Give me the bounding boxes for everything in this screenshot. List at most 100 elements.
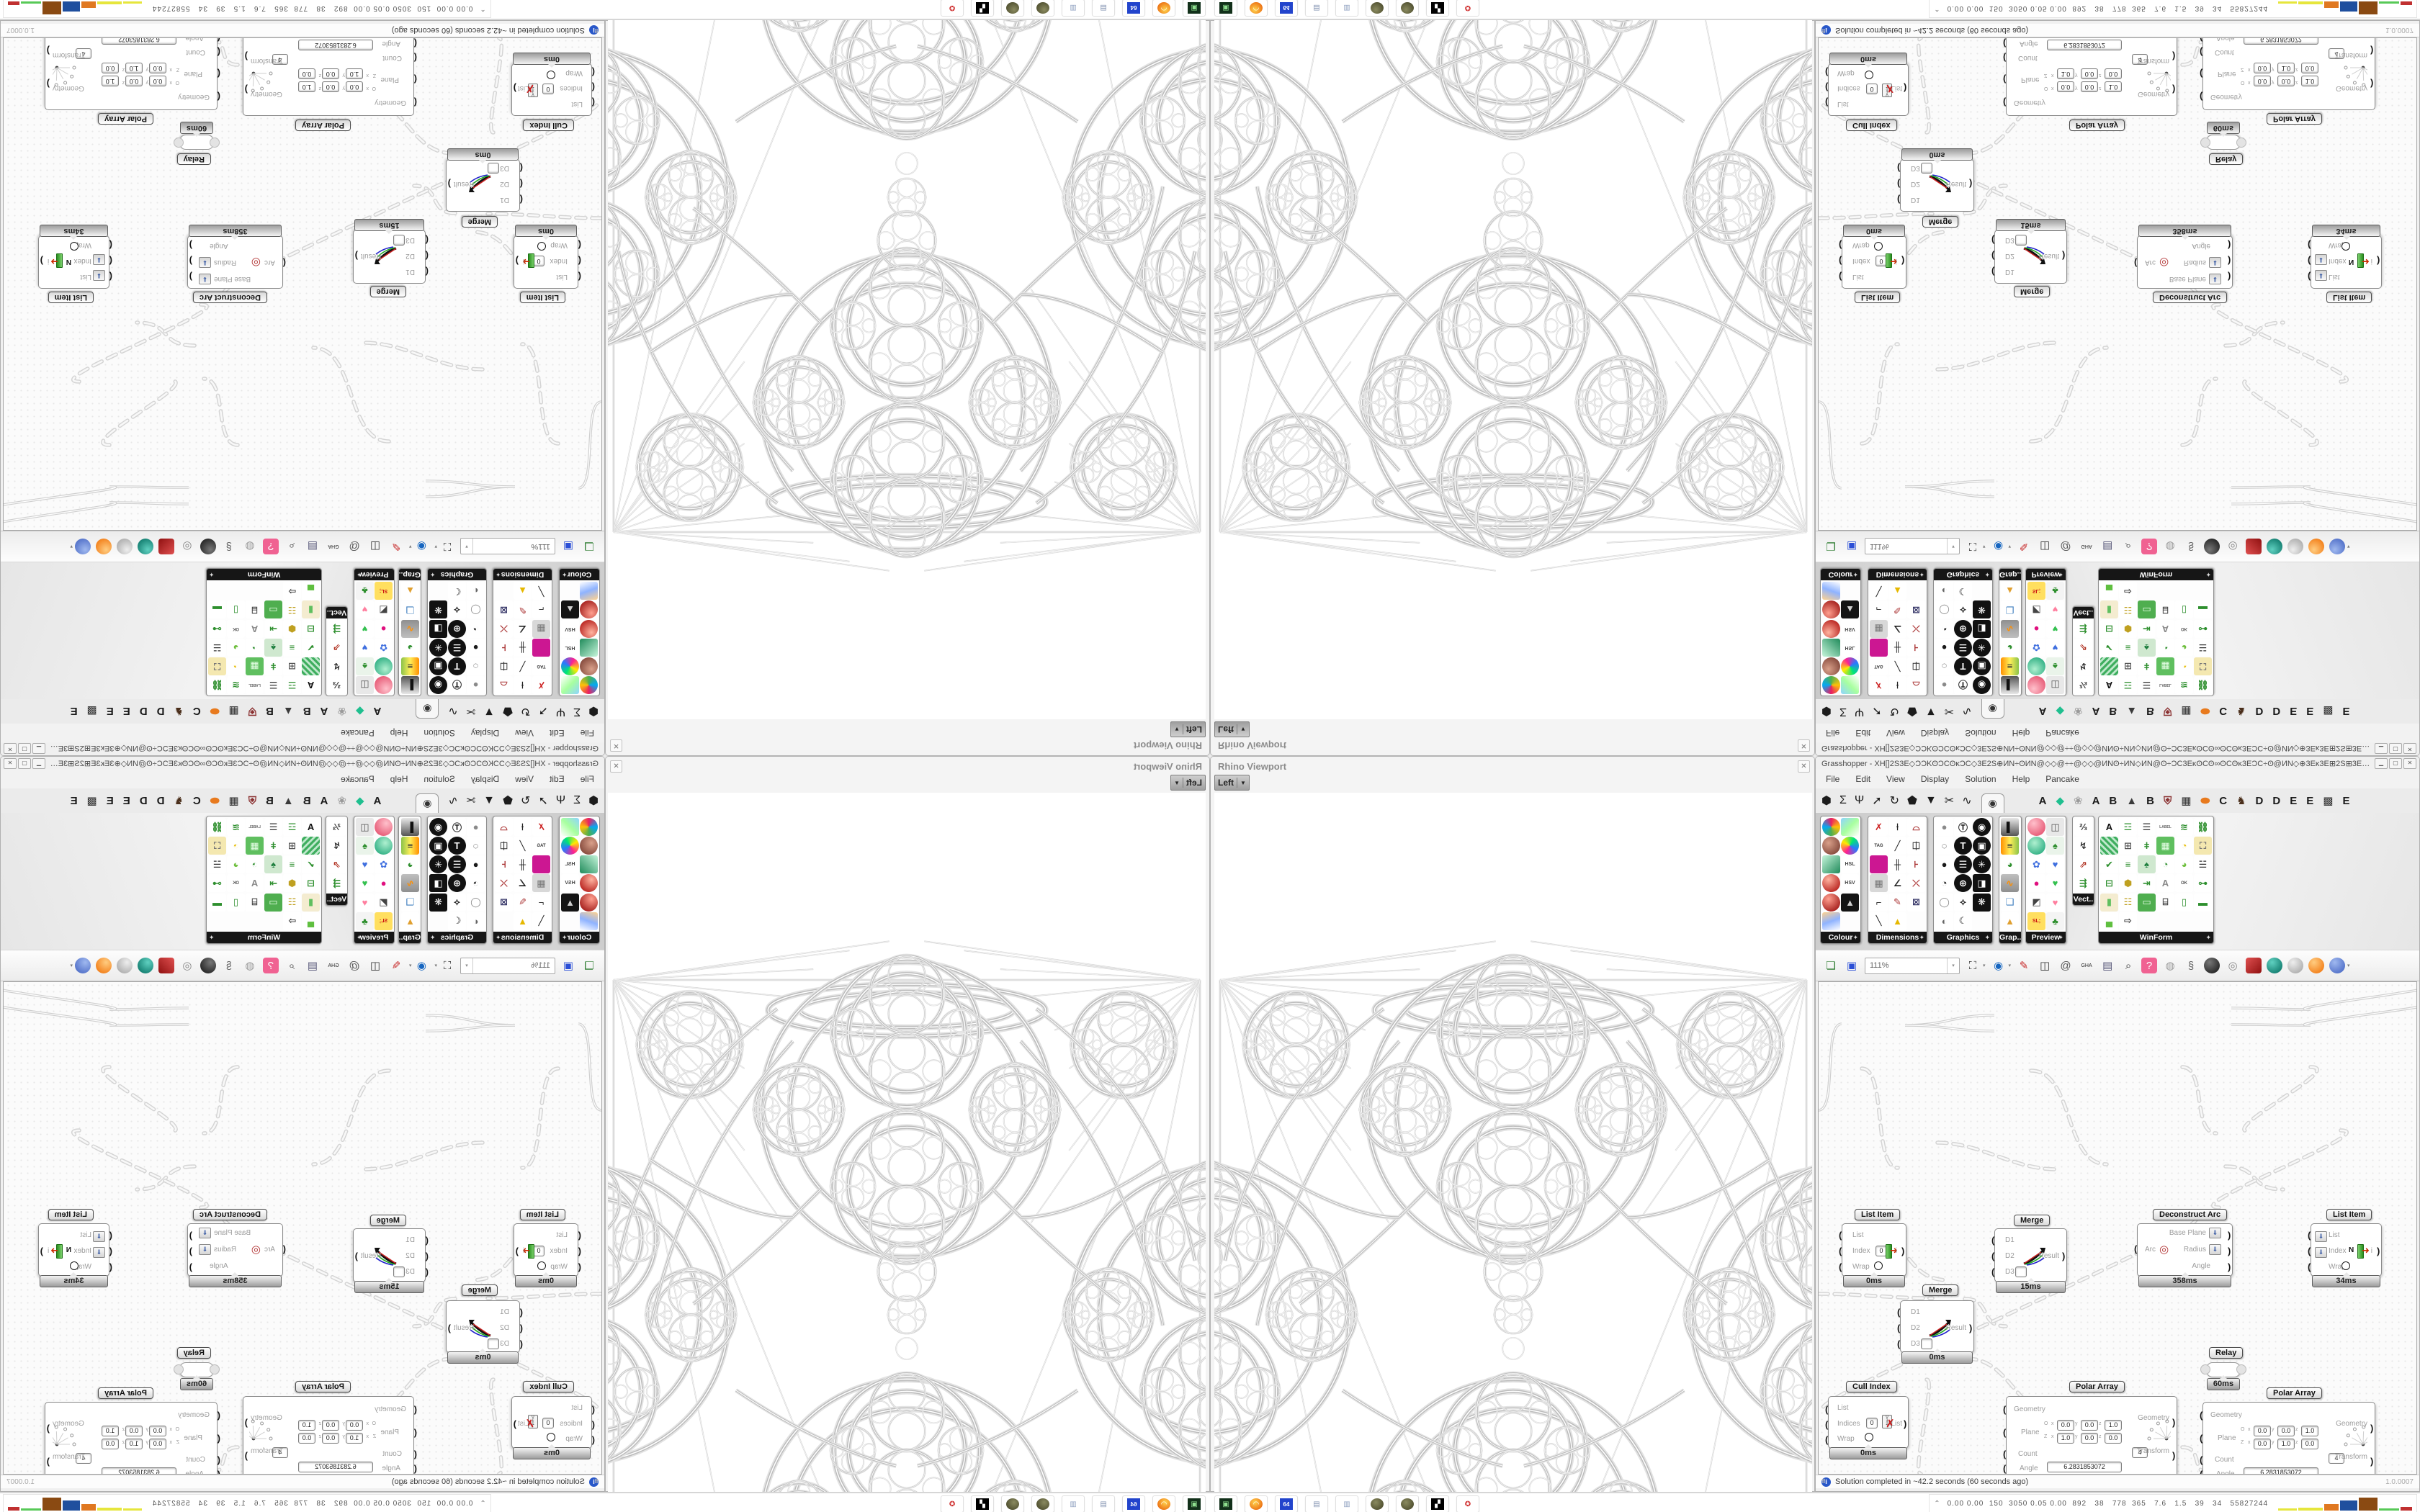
value-box[interactable]: 6.2831853072	[2047, 40, 2122, 50]
sphere-blue-icon[interactable]	[74, 539, 91, 554]
category-tab-1[interactable]: ◆	[356, 705, 364, 717]
component-icon-colour-10[interactable]	[1822, 912, 1840, 930]
component-icon-dimensions-11[interactable]: ⤫	[1907, 874, 1925, 893]
value-box[interactable]: 6.2831853072	[102, 1467, 176, 1475]
panel-expand-icon[interactable]: ✦	[2058, 933, 2063, 941]
expression-arrow-icon[interactable]: ⇓	[2315, 1231, 2327, 1242]
component-icon-winform-26[interactable]: ▭	[2138, 893, 2156, 912]
component-icon-winform-21[interactable]: A	[2156, 619, 2174, 638]
save-icon[interactable]: ▣	[563, 960, 574, 972]
category-tab-2[interactable]: ❀	[337, 795, 346, 807]
component-icon-dimensions-8[interactable]: ⊦	[1907, 638, 1925, 657]
component-icon-graphics-9[interactable]: ◔	[1935, 874, 1953, 893]
value-box[interactable]: 0.0	[2301, 1439, 2318, 1449]
box-red-icon[interactable]	[158, 539, 174, 554]
menu-view[interactable]: View	[515, 774, 534, 784]
node-label-deconstruct-arc[interactable]: Deconstruct Arc	[192, 1209, 267, 1220]
node-canvas[interactable]: List Item(((List Index Wrap 0 ➜ i) 0ms Merge(((…	[3, 37, 602, 531]
output-grip[interactable]: )	[447, 1323, 451, 1333]
sphere-gray-icon[interactable]	[116, 958, 133, 973]
output-grip[interactable]: )	[1901, 256, 1905, 266]
expression-arrow-icon[interactable]: ⇓	[2209, 274, 2221, 284]
input-grip[interactable]: (	[1991, 251, 1995, 261]
input-grip[interactable]: (	[1991, 266, 1995, 277]
input-grip[interactable]: (	[519, 163, 523, 174]
panel-expand-icon[interactable]: ✦	[562, 933, 568, 941]
value-box[interactable]: 6.2831853072	[2244, 1467, 2318, 1474]
bulb-icon[interactable]: ◍	[245, 960, 255, 972]
dna-icon[interactable]: §	[2187, 540, 2195, 553]
new-document-icon[interactable]: ❏	[584, 960, 594, 972]
component-icon-graphics-6[interactable]: ●	[467, 638, 485, 657]
component-icon-winform-13[interactable]: ≡	[2119, 638, 2137, 657]
input-grip[interactable]: (	[2200, 68, 2203, 79]
scroll-icon[interactable]: ▤	[1305, 1495, 1328, 1512]
component-icon-preview-0[interactable]	[375, 676, 393, 694]
value-box[interactable]: 0.0	[2081, 68, 2098, 79]
bulb-icon[interactable]: ◍	[2165, 540, 2175, 552]
value-box[interactable]: 0.0	[2254, 76, 2271, 86]
node-body-list-item[interactable]: (((List Index Wrap 0 ➜ i)	[514, 235, 581, 289]
output-grip[interactable]: )	[1969, 1323, 1973, 1333]
grasshopper-titlebar[interactable]: Grasshopper - XH[]2S3E◇ƆƆKʘƆCʘκƆC◇3E2S⊕И…	[1, 757, 604, 770]
notepad-icon[interactable]: ▥	[1062, 1495, 1085, 1512]
value-box[interactable]: 6.2831853072	[298, 40, 373, 50]
node-body-cull-index[interactable]: (((List Indices Wrap 0 0 1 2 ✗ List)	[511, 63, 595, 116]
component-icon-winform-14[interactable]: ♠	[264, 638, 282, 657]
wrap-toggle[interactable]	[547, 1433, 555, 1441]
component-icon-winform-10[interactable]: ◔	[2175, 837, 2193, 855]
component-icon-winform-11[interactable]: ⛶	[2194, 657, 2212, 675]
chevron-down-icon[interactable]: ▾	[2347, 544, 2350, 549]
component-icon-winform-19[interactable]: ⬢	[283, 619, 301, 638]
component-icon-graphics-11[interactable]: ◨	[429, 619, 447, 638]
component-icon-preview-7[interactable]: ♥	[356, 619, 374, 638]
component-icon-dimensions-16[interactable]: ▲	[1888, 912, 1906, 930]
value-box[interactable]: 6.2831853072	[298, 1462, 373, 1472]
component-icon-dimensions-13[interactable]: ✎	[514, 893, 532, 912]
menu-file[interactable]: File	[1826, 774, 1840, 784]
intersect-tab-icon[interactable]: ✂	[1944, 795, 1955, 807]
component-icon-vect-1[interactable]: ↯	[328, 837, 346, 855]
value-box[interactable]: 0.0	[149, 1439, 166, 1449]
component-icon-colour-6[interactable]	[580, 619, 598, 638]
sets-tab-icon[interactable]: Ψ	[1854, 794, 1865, 806]
node-body-list-item[interactable]: (((⇓ ⇓ List Index Wrap N ➜ i)	[38, 1223, 112, 1277]
output-grip[interactable]: )	[189, 1246, 192, 1256]
wrap-toggle[interactable]	[547, 71, 555, 79]
component-icon-winform-7[interactable]: ⊞	[283, 837, 301, 855]
input-grip[interactable]: (	[591, 67, 595, 78]
help-box-icon[interactable]: ?	[262, 539, 279, 554]
input-grip[interactable]: (	[2308, 256, 2311, 266]
expression-arrow-icon[interactable]: ⇓	[2315, 254, 2327, 265]
component-icon-grap-3[interactable]: ∿	[401, 619, 419, 638]
category-tab-8[interactable]: ▦	[2181, 705, 2192, 717]
component-icon-preview-4[interactable]: ✿	[375, 638, 393, 657]
preview-eye-icon[interactable]: ◉	[416, 960, 427, 972]
component-icon-dimensions-1[interactable]: ⍿	[1888, 676, 1906, 694]
sphere-black-icon[interactable]	[2204, 539, 2220, 554]
component-icon-dimensions-16[interactable]: ▲	[1888, 582, 1906, 600]
value-box[interactable]: 0	[533, 256, 544, 266]
chevron-down-icon[interactable]: ▾	[1983, 544, 1986, 549]
output-grip[interactable]: )	[2370, 1456, 2374, 1467]
component-icon-dimensions-6[interactable]	[532, 638, 550, 657]
camera-icon[interactable]: ◫	[369, 540, 381, 552]
panel-expand-icon[interactable]: ✦	[1984, 933, 1990, 941]
panel-expand-icon[interactable]: ✦	[1919, 571, 1924, 579]
component-icon-dimensions-4[interactable]: ╱	[514, 657, 532, 675]
zoom-level-combo[interactable]: 111%	[1870, 542, 1889, 551]
component-icon-graphics-8[interactable]: ✳	[429, 855, 447, 874]
component-icon-grap-2[interactable]: ◕	[401, 855, 419, 874]
input-grip[interactable]: (	[578, 1261, 581, 1272]
value-box[interactable]: 1.0	[2057, 1433, 2074, 1444]
component-icon-winform-3[interactable]: LABEL	[246, 676, 264, 694]
component-icon-winform-2[interactable]: ☰	[2138, 818, 2156, 836]
component-icon-winform-25[interactable]: ☷	[283, 600, 301, 619]
node-label-polar-array[interactable]: Polar Array	[98, 1387, 153, 1399]
surface-tab-icon[interactable]: ⬟	[503, 795, 513, 807]
expression-arrow-icon[interactable]: ⇓	[2209, 1244, 2221, 1255]
new-document-icon[interactable]: ❏	[584, 540, 594, 552]
component-icon-winform-23[interactable]: ⊶	[208, 619, 226, 638]
input-grip[interactable]: (	[282, 1243, 286, 1254]
